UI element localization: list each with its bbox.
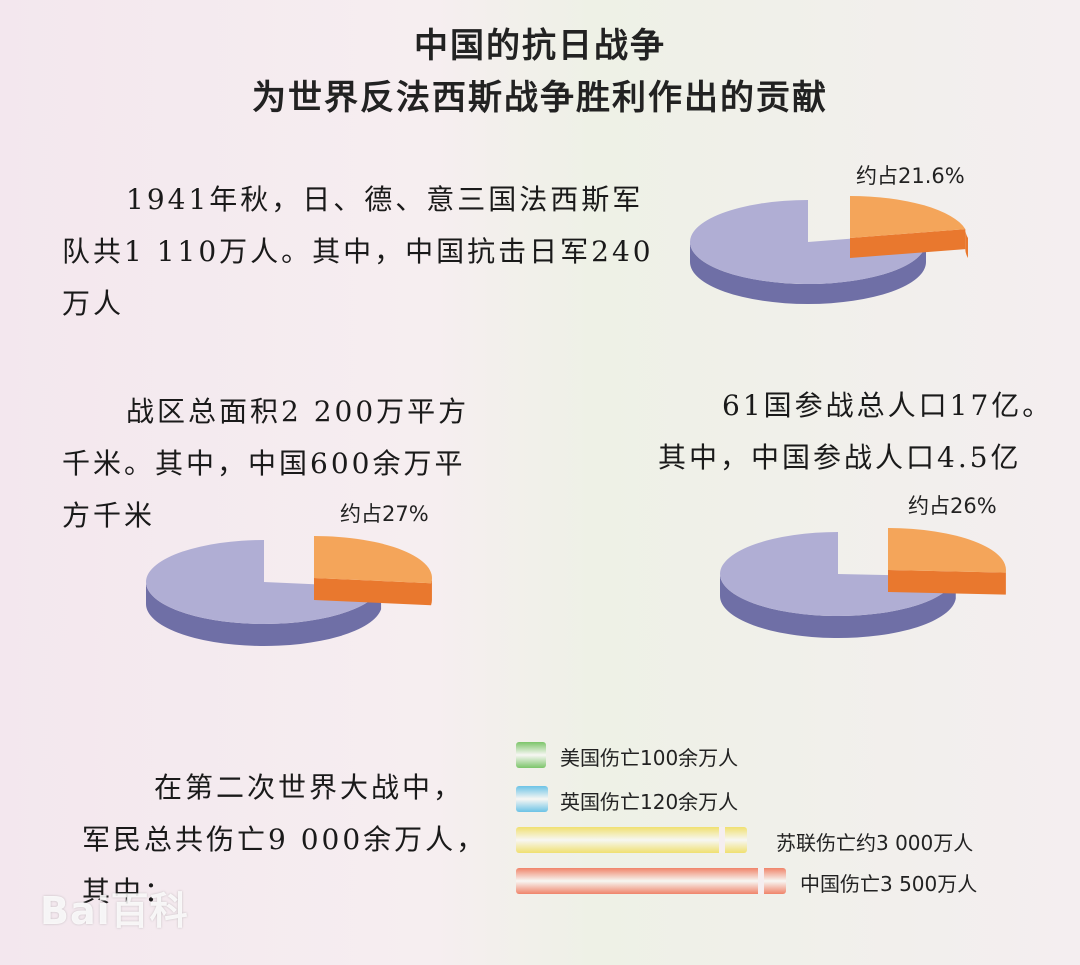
troops-line-2: 队共1 110万人。其中，中国抗击日军240	[62, 235, 654, 268]
area-line-3: 方千米	[62, 499, 156, 532]
pie-slice-china	[850, 196, 966, 238]
bar-ussr	[516, 827, 748, 853]
bar-china	[516, 868, 786, 894]
pie2-label: 约占27%	[340, 502, 429, 526]
troops-line-3: 万人	[62, 287, 125, 320]
bar-uk	[516, 786, 548, 812]
area-line-2: 千米。其中，中国600余万平	[62, 447, 466, 480]
population-line-1: 61国参战总人口17亿。	[722, 389, 1054, 422]
bar-label-china: 中国伤亡3 500万人	[800, 872, 978, 896]
pie-slice-rest	[146, 540, 382, 624]
chart-title-line2: 为世界反法西斯战争胜利作出的贡献	[252, 78, 828, 118]
area-line-1: 战区总面积2 200万平方	[126, 395, 470, 428]
pie-china-rim	[965, 229, 968, 258]
pie-chart-area	[146, 536, 433, 646]
bar-label-us: 美国伤亡100余万人	[560, 746, 739, 770]
pie-rest-side	[146, 582, 382, 646]
casualties-line-1: 在第二次世界大战中，	[154, 771, 465, 804]
casualties-text: 在第二次世界大战中， 军民总共伤亡9 000余万人， 其中：	[82, 762, 487, 918]
bar-china-break	[758, 868, 764, 894]
pie-rest-side	[720, 574, 956, 638]
pie-slice-rest	[720, 532, 956, 616]
casualties-line-2: 军民总共伤亡9 000余万人，	[82, 823, 488, 856]
pie1-label: 约占21.6%	[856, 164, 965, 188]
pie-china-side	[850, 229, 966, 258]
pie-slice-rest	[690, 200, 926, 284]
pie-china-rim	[431, 578, 432, 606]
chart-title-line1: 中国的抗日战争	[414, 26, 666, 66]
population-line-2: 其中，中国参战人口4.5亿	[658, 441, 1022, 474]
bar-us	[516, 742, 546, 768]
pie-china-side	[888, 570, 1006, 595]
troops-line-1: 1941年秋，日、德、意三国法西斯军	[126, 183, 644, 216]
pie-chart-population	[720, 528, 1006, 638]
pie-rest-side	[690, 242, 926, 304]
casualties-line-3: 其中：	[82, 875, 176, 908]
bar-label-ussr: 苏联伤亡约3 000万人	[776, 831, 974, 855]
bar-ussr-break	[719, 827, 726, 853]
pie-slice-china	[888, 528, 1006, 573]
troops-text: 1941年秋，日、德、意三国法西斯军 队共1 110万人。其中，中国抗击日军24…	[62, 174, 654, 330]
watermark-logo: Bai百科	[40, 889, 189, 933]
bar-label-uk: 英国伤亡120余万人	[560, 790, 739, 814]
pie-china-side	[314, 578, 432, 606]
population-text: 61国参战总人口17亿。 其中，中国参战人口4.5亿	[658, 380, 1053, 484]
pie-slice-china	[314, 536, 433, 584]
pie-chart-troops	[690, 196, 968, 304]
area-text: 战区总面积2 200万平方 千米。其中，中国600余万平 方千米	[62, 386, 469, 542]
pie3-label: 约占26%	[908, 494, 997, 518]
